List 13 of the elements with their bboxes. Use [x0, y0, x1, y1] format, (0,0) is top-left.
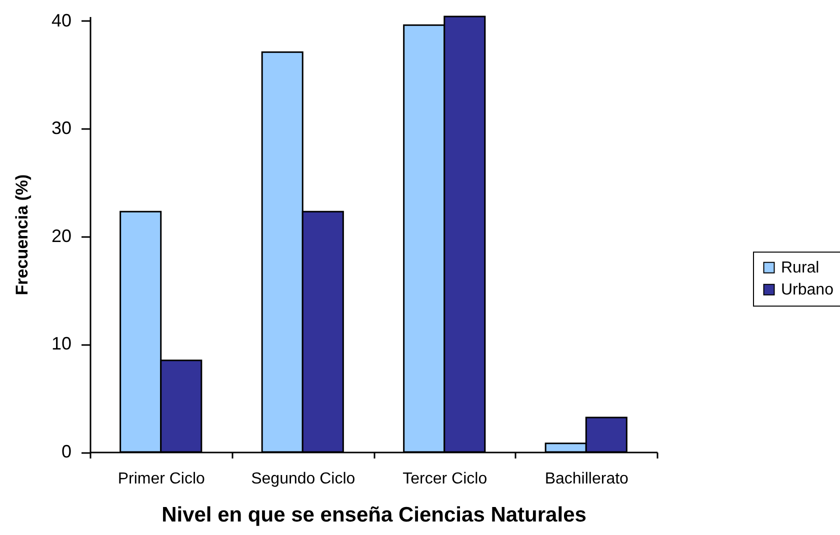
y-tick-label: 10	[51, 334, 72, 354]
y-tick-label: 40	[51, 10, 72, 30]
x-tick-label: Tercer Ciclo	[402, 470, 488, 488]
y-tick-label: 20	[51, 226, 72, 246]
x-tick-label: Primer Ciclo	[118, 470, 206, 488]
x-axis-title: Nivel en que se enseña Ciencias Naturales	[162, 504, 586, 526]
y-tick-label: 30	[51, 118, 72, 138]
y-tick-label: 0	[61, 442, 72, 462]
legend-label: Rural	[781, 260, 820, 277]
y-axis-title: Frecuencia (%)	[12, 174, 32, 296]
x-tick-label: Segundo Ciclo	[251, 470, 356, 488]
x-tick-label: Bachillerato	[544, 470, 629, 488]
legend-label: Urbano	[781, 282, 834, 299]
